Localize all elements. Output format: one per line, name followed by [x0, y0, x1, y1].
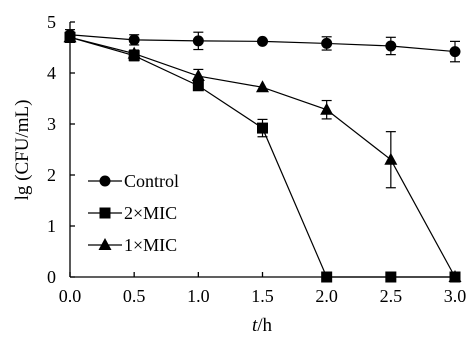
data-point — [256, 80, 269, 93]
x-tick-label: 0.0 — [59, 286, 82, 306]
y-tick-label: 1 — [47, 216, 56, 236]
x-tick-label: 2.5 — [380, 286, 403, 306]
legend-marker — [99, 175, 111, 187]
data-point — [257, 122, 268, 134]
legend-marker — [98, 238, 112, 250]
data-point — [191, 69, 205, 82]
data-point — [320, 102, 334, 115]
legend-label: 1×MIC — [124, 235, 177, 255]
x-axis-title: t/h — [252, 315, 273, 336]
legend: Control 2×MIC 1×MIC — [88, 171, 179, 255]
data-point — [257, 35, 268, 47]
data-point — [385, 40, 397, 52]
series-circle — [64, 29, 461, 63]
legend-label: 2×MIC — [124, 203, 177, 223]
x-tick-label: 1.0 — [187, 286, 210, 306]
y-tick-label: 4 — [47, 63, 56, 83]
y-axis-title: lg (CFU/mL) — [12, 100, 33, 201]
data-point — [384, 152, 398, 165]
x-tick-label: 1.5 — [251, 286, 274, 306]
y-tick-label: 3 — [47, 114, 56, 134]
data-point — [128, 34, 140, 46]
x-tick-label: 2.0 — [315, 286, 338, 306]
legend-label: Control — [124, 171, 179, 191]
y-tick-label: 2 — [47, 165, 56, 185]
data-point — [192, 80, 204, 92]
legend-marker — [99, 207, 111, 219]
data-point — [321, 37, 333, 49]
x-axis-variable: t — [252, 315, 258, 336]
data-point — [449, 46, 461, 58]
x-tick-label: 3.0 — [444, 286, 467, 306]
y-tick-label: 5 — [47, 12, 56, 32]
axis-ticks: 0.0 0.5 1.0 1.5 2.0 2.5 3.0 0 1 2 3 4 5 — [47, 12, 466, 306]
x-axis-unit: /h — [257, 315, 272, 336]
data-point — [192, 35, 204, 47]
y-tick-label: 0 — [47, 267, 56, 287]
x-tick-label: 0.5 — [123, 286, 146, 306]
data-point — [127, 46, 141, 59]
